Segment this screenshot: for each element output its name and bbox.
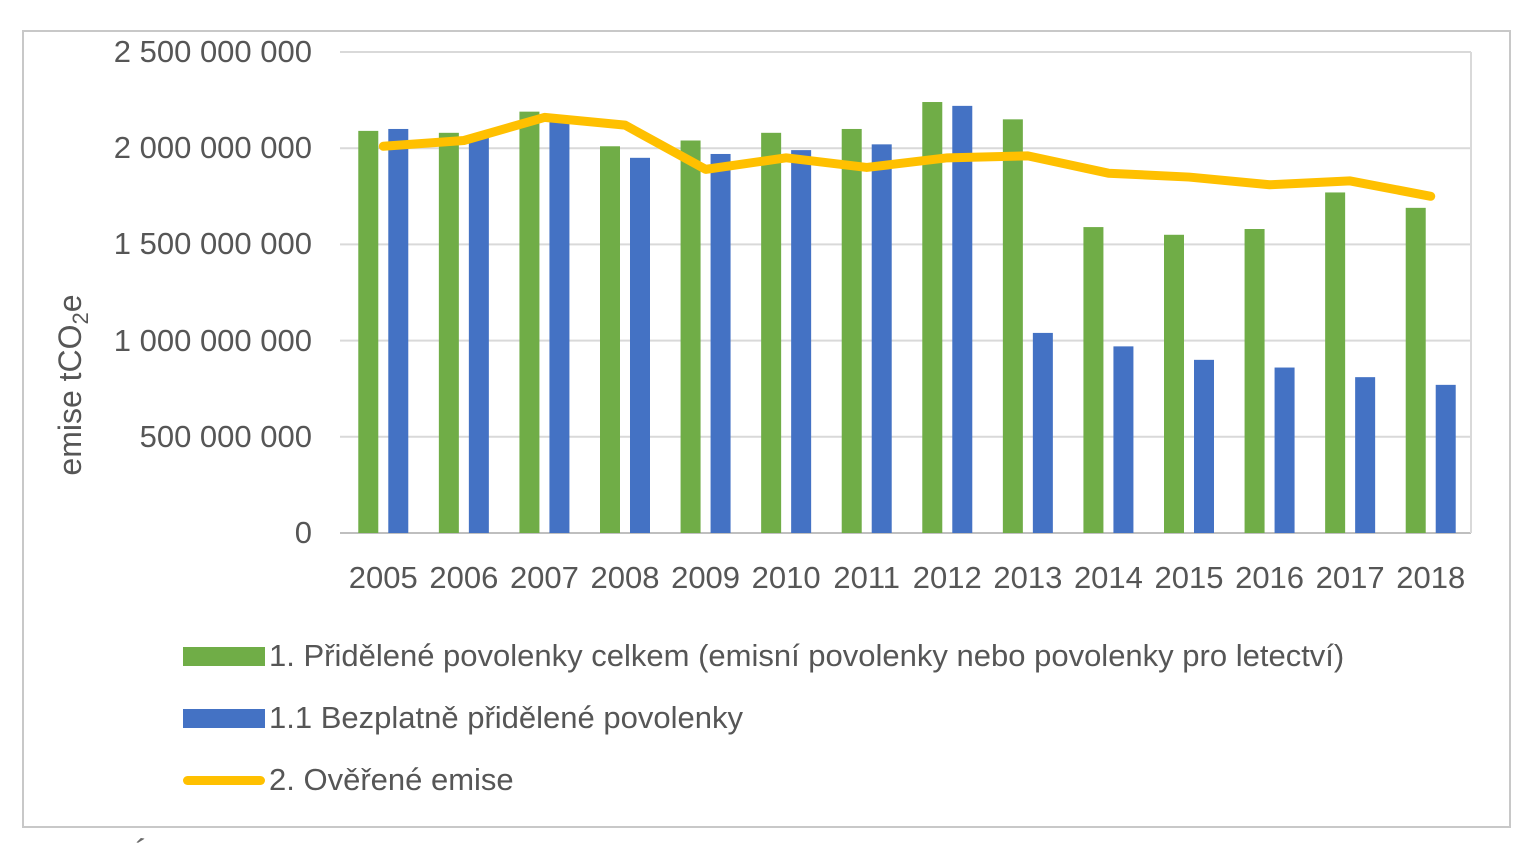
legend-label-free: 1.1 Bezplatně přidělené povolenky xyxy=(269,700,743,735)
line-verified-emissions xyxy=(378,112,1436,201)
legend-item-free: 1.1 Bezplatně přidělené povolenky xyxy=(183,699,1344,737)
y-tick-label: 0 xyxy=(294,515,312,550)
y-tick-label: 2 000 000 000 xyxy=(113,130,312,166)
bar-allocated-2008 xyxy=(600,146,620,533)
bar-free-2007 xyxy=(549,121,570,533)
bar-allocated-2017 xyxy=(1325,192,1346,533)
bar-free-2012 xyxy=(952,105,973,533)
x-tick-label: 2006 xyxy=(429,560,499,595)
y-tick-label: 1 500 000 000 xyxy=(113,226,312,262)
bar-allocated-2010 xyxy=(761,132,782,534)
bar-free-2014 xyxy=(1113,346,1134,533)
y-tick-label: 1 000 000 000 xyxy=(113,322,312,358)
bar-free-2015 xyxy=(1194,359,1214,533)
x-tick-label: 2015 xyxy=(1154,560,1224,595)
y-axis-title-suffix: e xyxy=(51,294,88,313)
bar-allocated-2013 xyxy=(1002,119,1023,533)
bar-allocated-2009 xyxy=(680,140,701,533)
legend-label-allocated: 1. Přidělené povolenky celkem (emisní po… xyxy=(269,638,1345,673)
x-tick-label: 2017 xyxy=(1315,560,1385,595)
y-tick-label: 500 000 000 xyxy=(139,418,312,454)
bar-allocated-2016 xyxy=(1244,229,1265,533)
y-axis-title-prefix: emise tCO xyxy=(51,324,88,476)
bar-allocated-2018 xyxy=(1405,207,1426,533)
bar-allocated-2007 xyxy=(519,111,540,534)
legend-item-verified: 2. Ověřené emise xyxy=(183,761,1344,799)
bar-allocated-2011 xyxy=(841,128,862,533)
legend-swatch-verified-line xyxy=(183,775,265,785)
x-tick-label: 2014 xyxy=(1073,560,1143,595)
bar-free-2016 xyxy=(1274,367,1295,533)
bar-free-2006 xyxy=(468,136,489,533)
bar-free-2018 xyxy=(1435,384,1456,533)
x-tick-label: 2016 xyxy=(1235,560,1305,595)
x-tick-label: 2018 xyxy=(1396,560,1466,595)
legend-swatch-allocated-bar xyxy=(183,646,265,666)
bar-free-2017 xyxy=(1355,377,1376,533)
bar-free-2013 xyxy=(1032,332,1053,533)
x-tick-label: 2011 xyxy=(833,560,901,595)
bar-free-2005 xyxy=(388,128,409,533)
bar-allocated-2014 xyxy=(1083,227,1104,534)
legend-swatch-free-bar xyxy=(183,708,265,728)
legend: 1. Přidělené povolenky celkem (emisní po… xyxy=(183,637,1344,823)
x-tick-label: 2013 xyxy=(993,560,1063,595)
bar-free-2010 xyxy=(791,150,812,533)
x-tick-label: 2005 xyxy=(348,560,418,595)
bar-allocated-2006 xyxy=(438,132,459,534)
legend-label-verified: 2. Ověřené emise xyxy=(269,762,514,797)
x-tick-label: 2007 xyxy=(509,560,579,595)
y-axis-title-subscript: 2 xyxy=(68,312,94,325)
y-axis-title: emise tCO2e xyxy=(52,294,94,475)
x-tick-label: 2010 xyxy=(751,560,821,595)
x-tick-label: 2008 xyxy=(590,560,660,595)
bar-allocated-2015 xyxy=(1164,234,1184,533)
x-tick-label: 2012 xyxy=(912,560,982,595)
y-tick-label: 2 500 000 000 xyxy=(113,34,312,69)
bar-free-2009 xyxy=(710,153,731,534)
x-tick-label: 2009 xyxy=(671,560,741,595)
bar-free-2008 xyxy=(630,157,650,533)
bar-allocated-2005 xyxy=(358,130,379,533)
bar-free-2011 xyxy=(871,144,892,534)
legend-item-allocated: 1. Přidělené povolenky celkem (emisní po… xyxy=(183,637,1344,675)
bar-allocated-2012 xyxy=(922,102,943,534)
